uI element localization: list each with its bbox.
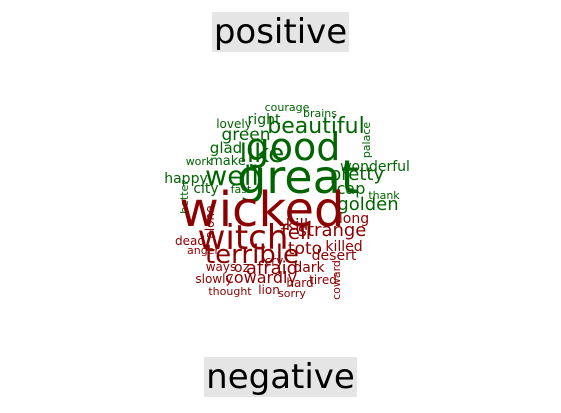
word-anger: anger — [187, 244, 219, 257]
word-oz: oz — [234, 260, 250, 276]
word-afraid: afraid — [246, 258, 298, 279]
word-cowardly: cowardly — [225, 268, 297, 287]
word-cry: cry — [265, 254, 284, 268]
word-killed: killed — [325, 239, 362, 255]
negative-label-text: negative — [204, 357, 357, 397]
word-great: great — [237, 150, 359, 204]
positive-panel-label: positive — [0, 12, 561, 52]
word-wicked: wicked — [179, 182, 344, 238]
negative-panel-label: negative — [0, 357, 561, 397]
word-pretty: pretty — [330, 164, 385, 185]
word-make: make — [210, 154, 246, 169]
word-right: right — [248, 112, 281, 128]
word-long: long — [339, 211, 369, 227]
word-lovely: lovely — [216, 117, 252, 131]
word-palace: palace — [360, 122, 373, 159]
word-hard: hard — [286, 276, 313, 290]
word-golden: golden — [337, 194, 398, 215]
word-city: city — [193, 181, 218, 197]
word-like: like — [240, 139, 285, 169]
word-glad: glad — [210, 139, 242, 157]
word-alone: alone — [203, 205, 217, 238]
positive-label-text: positive — [211, 12, 350, 52]
word-dead: dead — [175, 234, 205, 248]
word-good: good — [246, 125, 341, 169]
word-sorry: sorry — [278, 287, 306, 300]
word-desert: desert — [312, 248, 357, 264]
word-thank: thank — [368, 189, 400, 202]
word-well: well — [205, 161, 259, 192]
word-wonderful: wonderful — [340, 159, 410, 175]
word-witch: witch — [198, 218, 289, 258]
word-cap: cap — [337, 179, 366, 198]
word-fast: fast — [231, 183, 252, 196]
word-thought: thought — [208, 285, 252, 298]
word-courage: courage — [265, 101, 310, 114]
word-terrible: terrible — [205, 240, 299, 270]
word-tired: tired — [309, 273, 337, 287]
word-kill: kill — [286, 215, 309, 234]
word-happy: happy — [164, 171, 208, 187]
word-ways: ways — [206, 260, 237, 274]
word-fell: fell — [281, 220, 311, 244]
word-strange: strange — [298, 220, 367, 241]
word-coward: coward — [330, 260, 343, 300]
word-dark: dark — [293, 260, 325, 276]
word-better: better — [178, 180, 191, 214]
word-slowly: slowly — [195, 272, 232, 286]
word-work: work — [186, 155, 213, 168]
word-toto: toto — [288, 239, 322, 259]
word-lion: lion — [258, 283, 280, 297]
word-beautiful: beautiful — [267, 114, 364, 139]
word-green: green — [221, 125, 270, 145]
word-brains: brains — [303, 107, 337, 120]
